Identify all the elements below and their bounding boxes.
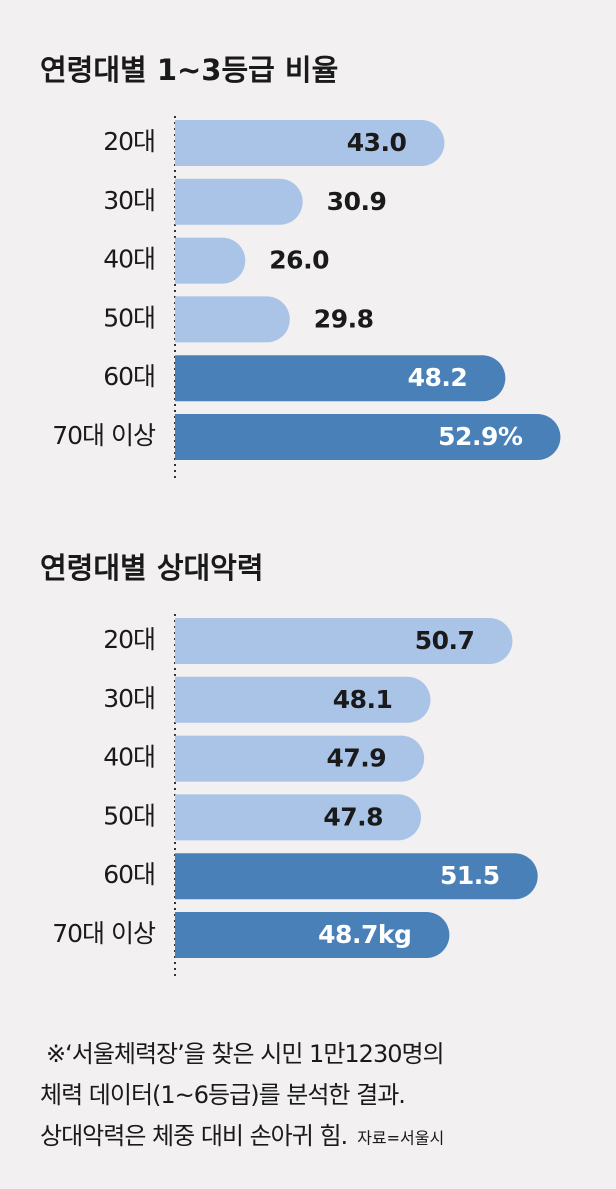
category-label: 50대 [103,303,155,332]
bar [175,296,290,343]
value-label: 50.7 [415,626,475,655]
category-label: 20대 [103,625,155,654]
bar [175,120,445,166]
category-label: 20대 [103,127,155,156]
bar [175,735,425,782]
category-label: 60대 [103,860,155,889]
bar [175,237,246,284]
footnote: 체력 데이터(1~6등급)를 분석한 결과. [40,1081,405,1109]
chart-title: 연령대별 상대악력 [40,551,264,585]
category-label: 30대 [103,684,155,713]
value-label: 29.8 [314,304,374,333]
footnote: 상대악력은 체중 대비 손아귀 힘. [40,1122,347,1150]
value-label: 51.5 [440,861,500,890]
value-label: 43.0 [347,128,407,157]
bar [175,853,538,900]
bar [175,676,431,723]
category-label: 30대 [103,186,155,215]
category-label: 60대 [103,362,155,391]
bar [175,355,506,402]
value-label: 48.7kg [318,920,411,949]
value-label: 30.9 [327,187,387,216]
footnote: ※‘서울체력장’을 찾은 시민 1만1230명의 [46,1040,444,1068]
category-label: 40대 [103,743,155,772]
category-label: 50대 [103,801,155,830]
chart-title: 연령대별 1~3등급 비율 [40,53,338,87]
bar [175,912,450,958]
value-label: 48.2 [408,363,468,392]
category-label: 70대 이상 [52,919,156,948]
category-label: 40대 [103,245,155,274]
category-label: 70대 이상 [52,421,156,450]
value-label: 26.0 [269,246,329,275]
bar [175,794,421,841]
bar [175,618,513,664]
source: 자료=서울시 [357,1129,444,1148]
bar [175,414,561,460]
value-label: 47.8 [323,802,383,831]
value-label: 48.1 [333,685,393,714]
bar [175,178,303,225]
value-label: 52.9% [438,422,523,451]
value-label: 47.9 [326,744,386,773]
